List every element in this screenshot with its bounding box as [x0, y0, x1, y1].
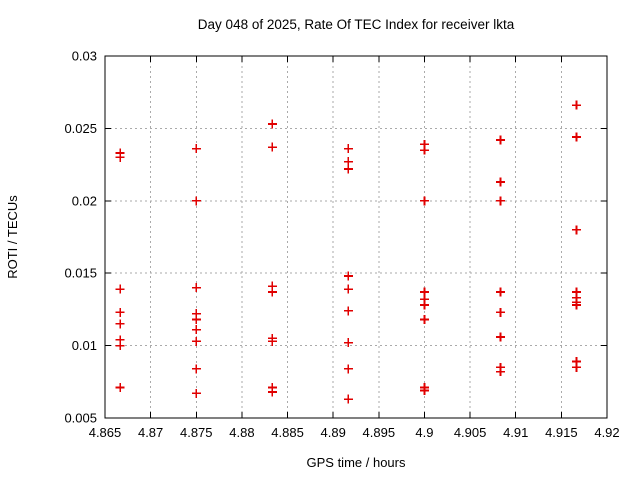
data-point-marker — [496, 367, 506, 377]
x-axis-label: GPS time / hours — [307, 455, 406, 470]
y-tick-label: 0.03 — [72, 49, 97, 64]
x-tick-label: 4.92 — [594, 425, 619, 440]
data-point-marker — [419, 145, 429, 155]
x-tick-label: 4.865 — [89, 425, 122, 440]
y-tick-label: 0.015 — [64, 266, 97, 281]
data-point-marker — [496, 307, 506, 317]
data-point-marker — [267, 336, 277, 346]
data-point-marker — [572, 225, 582, 235]
data-point-marker — [496, 196, 506, 206]
data-point-marker — [115, 383, 125, 393]
y-tick-label: 0.005 — [64, 411, 97, 426]
x-tick-label: 4.89 — [321, 425, 346, 440]
x-tick-label: 4.905 — [454, 425, 487, 440]
data-point-marker — [191, 144, 201, 154]
axis-ticks — [104, 55, 608, 419]
plot-border — [104, 55, 608, 419]
data-point-marker — [267, 287, 277, 297]
chart-title: Day 048 of 2025, Rate Of TEC Index for r… — [198, 17, 515, 32]
data-point-marker — [191, 315, 201, 325]
x-tick-label: 4.9 — [415, 425, 433, 440]
x-tick-label: 4.87 — [138, 425, 163, 440]
x-tick-label: 4.885 — [271, 425, 304, 440]
x-tick-label: 4.91 — [503, 425, 528, 440]
data-point-marker — [191, 196, 201, 206]
data-point-marker — [496, 332, 506, 342]
data-point-marker — [419, 196, 429, 206]
data-point-marker — [343, 394, 353, 404]
data-point-marker — [267, 142, 277, 152]
x-tick-label: 4.895 — [363, 425, 396, 440]
x-tick-label: 4.875 — [180, 425, 213, 440]
data-points — [115, 100, 582, 404]
data-point-marker — [343, 271, 353, 281]
data-point-marker — [343, 364, 353, 374]
data-point-marker — [419, 300, 429, 310]
data-point-marker — [115, 341, 125, 351]
data-point-marker — [343, 306, 353, 316]
data-point-marker — [191, 283, 201, 293]
data-point-marker — [343, 338, 353, 348]
data-point-marker — [267, 387, 277, 397]
data-point-marker — [115, 319, 125, 329]
data-point-marker — [496, 287, 506, 297]
x-tick-label: 4.915 — [545, 425, 578, 440]
data-point-marker — [115, 152, 125, 162]
data-point-marker — [115, 307, 125, 317]
data-point-marker — [496, 177, 506, 187]
gridlines — [105, 56, 607, 418]
data-point-marker — [191, 336, 201, 346]
tick-labels: 4.865 4.87 4.875 4.88 4.885 4.89 4.895 4.9 4.905… — [64, 49, 619, 441]
data-point-marker — [572, 362, 582, 372]
data-point-marker — [191, 364, 201, 374]
plot-box — [104, 55, 608, 419]
data-point-marker — [115, 284, 125, 294]
data-point-marker — [343, 144, 353, 154]
data-point-marker — [496, 135, 506, 145]
data-point-marker — [267, 119, 277, 129]
data-point-marker — [343, 284, 353, 294]
y-tick-label: 0.02 — [72, 193, 97, 208]
y-axis-label: ROTI / TECUs — [5, 195, 20, 279]
data-point-marker — [419, 385, 429, 395]
data-point-marker — [191, 388, 201, 398]
data-point-marker — [191, 325, 201, 335]
y-tick-label: 0.025 — [64, 121, 97, 136]
x-tick-label: 4.88 — [229, 425, 254, 440]
data-point-marker — [572, 132, 582, 142]
data-point-marker — [572, 300, 582, 310]
data-point-marker — [572, 100, 582, 110]
data-point-marker — [343, 164, 353, 174]
y-tick-label: 0.01 — [72, 338, 97, 353]
data-point-marker — [419, 315, 429, 325]
